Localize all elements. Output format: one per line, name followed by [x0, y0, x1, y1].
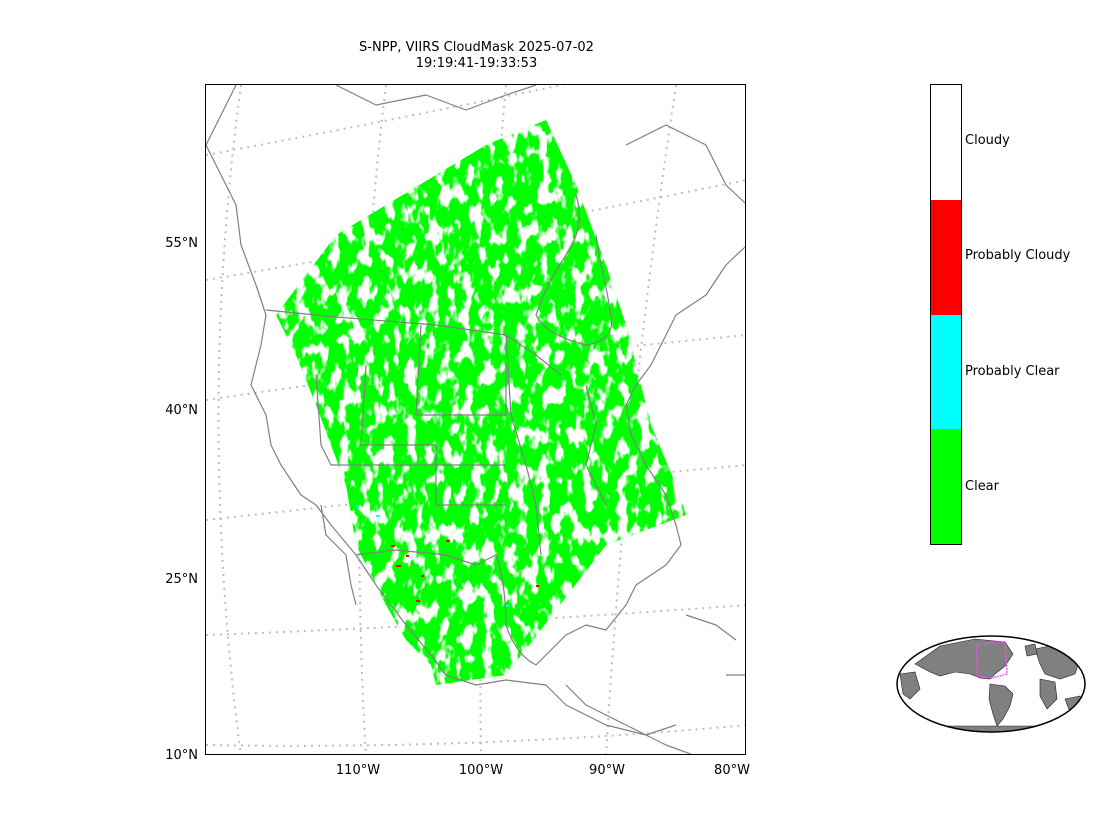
- inset-globe: [895, 634, 1088, 734]
- map-canvas: [206, 85, 745, 754]
- border: [360, 364, 506, 506]
- legend-swatch-probably-cloudy: [931, 199, 961, 315]
- coastline: [495, 246, 745, 666]
- graticule-line: [206, 334, 745, 401]
- border: [585, 384, 607, 506]
- border: [505, 334, 542, 556]
- globe-canvas: [896, 635, 1086, 733]
- legend-swatch-probably-clear: [931, 314, 961, 430]
- coastline: [535, 194, 613, 346]
- legend-label-clear: Clear: [965, 479, 999, 494]
- lat-label-55n: 55°N: [165, 236, 198, 251]
- border: [315, 374, 506, 466]
- cloudy-speckle: [276, 120, 686, 685]
- coastline: [625, 124, 745, 204]
- coastline: [565, 684, 693, 754]
- coastlines: [206, 85, 745, 754]
- lon-label-90w: 90°W: [589, 763, 625, 778]
- legend-swatch-cloudy: [931, 85, 961, 200]
- swath-footprint: [976, 641, 1008, 679]
- legend-label-cloudy: Cloudy: [965, 133, 1010, 148]
- lat-label-25n: 25°N: [165, 572, 198, 587]
- coastline: [320, 504, 357, 606]
- legend-colorbar: [930, 84, 962, 545]
- lat-label-10n: 10°N: [165, 748, 198, 763]
- main-map: [205, 84, 746, 755]
- lon-label-110w: 110°W: [335, 763, 381, 778]
- title-line-1: S-NPP, VIIRS CloudMask 2025-07-02: [359, 40, 594, 55]
- border: [415, 324, 507, 416]
- legend-label-probably-clear: Probably Clear: [965, 364, 1060, 379]
- coastline: [685, 614, 737, 641]
- map-title: S-NPP, VIIRS CloudMask 2025-07-02 19:19:…: [206, 40, 747, 72]
- lon-label-100w: 100°W: [458, 763, 504, 778]
- coastline: [206, 85, 677, 736]
- border: [265, 309, 562, 376]
- lon-label-80w: 80°W: [714, 763, 750, 778]
- border: [355, 549, 497, 566]
- legend-label-probably-cloudy: Probably Cloudy: [965, 248, 1071, 263]
- graticule-line: [206, 85, 567, 156]
- legend-swatch-clear: [931, 429, 961, 544]
- graticule-line: [217, 85, 242, 754]
- coastline: [335, 85, 537, 111]
- title-line-2: 19:19:41-19:33:53: [415, 56, 538, 71]
- lat-label-40n: 40°N: [165, 403, 198, 418]
- globe-outline: [896, 635, 1086, 733]
- cloudmask-swath: [276, 120, 686, 685]
